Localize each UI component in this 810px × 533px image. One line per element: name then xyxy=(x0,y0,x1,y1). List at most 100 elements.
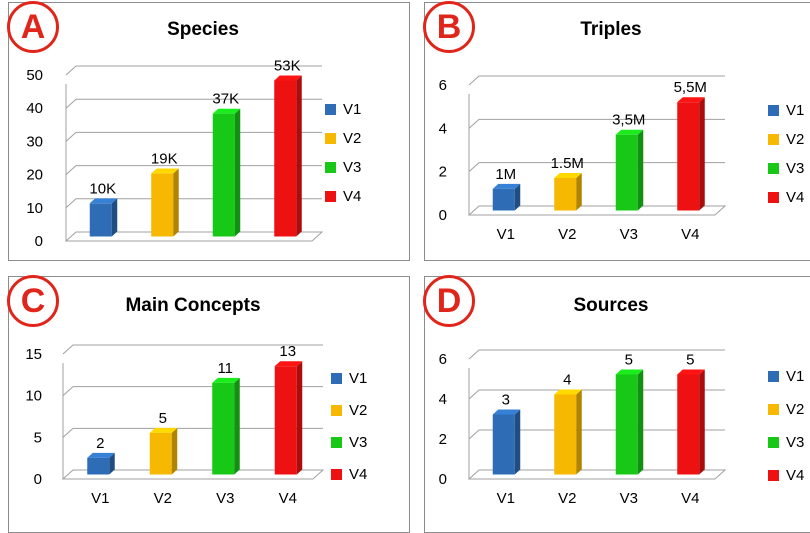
bar-v2 xyxy=(554,389,582,475)
chart-panel-sources: D Sources 0 2 4 6 3 V1 4 V2 5 V3 5 V4 V1 V2 V3 V4 xyxy=(423,275,810,533)
panel-letter: C xyxy=(20,282,46,320)
bar-v1 xyxy=(492,183,521,211)
bar-front xyxy=(554,178,577,211)
bar-front xyxy=(677,374,700,475)
chart-floor xyxy=(467,205,727,216)
x-tick-label: V2 xyxy=(558,490,576,507)
bar-side xyxy=(699,369,705,475)
legend-swatch xyxy=(325,191,336,202)
data-label: 3 xyxy=(502,392,510,409)
bar-v1 xyxy=(87,452,115,475)
data-label: 11 xyxy=(217,360,233,377)
legend-label: V4 xyxy=(349,466,368,483)
bar-top xyxy=(554,389,582,395)
x-tick-label: V3 xyxy=(620,226,638,243)
bar-top xyxy=(274,361,303,367)
bar-side xyxy=(109,452,115,475)
legend-swatch xyxy=(768,404,779,415)
bar-v3 xyxy=(212,108,241,237)
legend-label: V1 xyxy=(349,370,368,387)
panel-letter-badge: A xyxy=(7,1,59,53)
y-tick-label: 20 xyxy=(26,167,43,184)
panel-letter: A xyxy=(20,8,46,46)
chart-plot: 0 5 10 15 2 V1 5 V2 11 V3 13 V4 xyxy=(25,343,325,507)
bar-v4 xyxy=(274,75,302,237)
panel-letter: B xyxy=(436,8,462,46)
bar-v4 xyxy=(677,369,705,475)
legend-label: V3 xyxy=(786,160,805,177)
legend-label: V2 xyxy=(343,130,362,147)
y-tick-label: 10 xyxy=(26,200,43,217)
panel-letter-badge: D xyxy=(423,275,475,327)
bar-v2 xyxy=(554,173,582,211)
legend-label: V2 xyxy=(786,131,805,148)
bar-side xyxy=(699,97,705,211)
x-tick-label: V4 xyxy=(681,490,699,507)
y-tick-label: 2 xyxy=(439,164,447,181)
bar-front xyxy=(615,374,638,475)
legend-swatch xyxy=(331,405,342,416)
legend-label: V1 xyxy=(786,102,805,119)
legend-label: V4 xyxy=(343,188,362,205)
data-label: 19K xyxy=(151,150,178,167)
data-label: 5 xyxy=(159,410,167,427)
bar-side xyxy=(637,369,644,475)
y-tick-label: 4 xyxy=(439,391,447,408)
bar-top xyxy=(87,452,115,458)
chart-plot: 0 2 4 6 1M V1 1.5M V2 3,5M V3 5,5M V4 xyxy=(439,75,727,243)
chart-panel-triples: B Triples 0 2 4 6 1M V1 1.5M V2 3,5M V3 5,5M V4 V1 V2 V3… xyxy=(423,1,810,261)
y-tick-label: 50 xyxy=(26,67,43,84)
bar-v1 xyxy=(89,198,118,237)
bar-top xyxy=(677,369,705,375)
legend-swatch xyxy=(325,162,336,173)
x-tick-label: V4 xyxy=(681,226,699,243)
bar-top xyxy=(677,97,705,103)
legend-label: V3 xyxy=(786,434,805,451)
legend-swatch xyxy=(768,192,779,203)
bar-side xyxy=(234,377,240,475)
legend-swatch xyxy=(768,437,779,448)
chart-floor xyxy=(61,469,325,480)
chart-title: Species xyxy=(167,19,239,40)
panel-letter-badge: C xyxy=(7,275,59,327)
bar-top xyxy=(492,409,521,415)
bar-v4 xyxy=(274,361,303,475)
bar-front xyxy=(492,414,515,475)
bar-side xyxy=(576,389,582,475)
bar-side xyxy=(576,173,582,211)
legend-swatch xyxy=(331,469,342,480)
data-label: 5 xyxy=(625,352,633,369)
data-label: 2 xyxy=(96,435,104,452)
x-tick-label: V4 xyxy=(279,490,297,507)
bar-top xyxy=(615,369,644,375)
gridline xyxy=(468,349,725,360)
legend-swatch xyxy=(768,371,779,382)
x-tick-label: V1 xyxy=(497,226,515,243)
legend-swatch xyxy=(768,163,779,174)
bar-v4 xyxy=(677,97,705,211)
chart-plot: 0 10 20 30 40 50 10K 19K 37K 53K xyxy=(26,58,324,250)
bar-front xyxy=(87,457,110,475)
data-label: 1.5M xyxy=(551,155,584,172)
bar-front xyxy=(677,102,700,211)
chart-title: Triples xyxy=(580,19,642,40)
bar-front xyxy=(212,382,235,475)
legend-label: V2 xyxy=(349,402,368,419)
gridline xyxy=(62,344,323,355)
y-tick-label: 4 xyxy=(439,120,447,137)
bar-top xyxy=(492,183,521,189)
legend-swatch xyxy=(331,373,342,384)
bar-top xyxy=(151,168,179,174)
bar-front xyxy=(274,366,297,475)
bar-front xyxy=(554,394,577,475)
bar-top xyxy=(615,129,644,135)
y-tick-label: 6 xyxy=(439,77,447,94)
gridline xyxy=(65,65,322,76)
bar-side xyxy=(171,427,178,475)
legend-label: V1 xyxy=(343,101,362,118)
bar-front xyxy=(615,134,638,211)
legend-swatch xyxy=(325,133,336,144)
bar-side xyxy=(111,198,118,237)
x-tick-label: V1 xyxy=(497,490,515,507)
chart-panel-species: A Species 0 10 20 30 40 50 10K 19K 37K 53K V1 V2 V3 V4 xyxy=(7,1,410,261)
